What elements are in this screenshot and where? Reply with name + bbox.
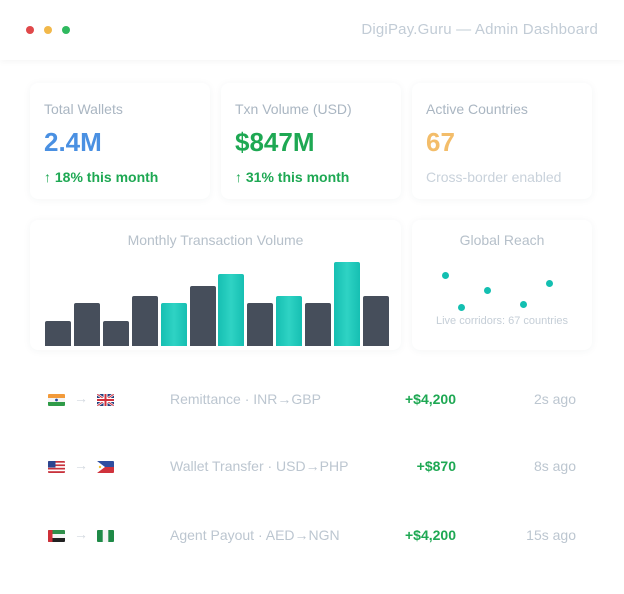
flag-india-icon [48, 394, 65, 406]
stat-trend: ↑ 31% this month [235, 169, 350, 185]
corridor-dot[interactable] [520, 301, 527, 308]
transaction-amount: +$870 [416, 458, 456, 474]
stat-label: Txn Volume (USD) [235, 101, 352, 117]
stat-subtext: Cross-border enabled [426, 169, 562, 185]
arrow-right-icon: → [74, 457, 88, 473]
volume-bar[interactable] [305, 303, 331, 346]
volume-bar[interactable] [161, 303, 187, 346]
volume-bar[interactable] [74, 303, 100, 346]
stat-value: $847M [235, 127, 315, 157]
stat-card-total-wallets[interactable]: Total Wallets 2.4M ↑ 18% this month [30, 83, 210, 199]
stat-value: 67 [426, 127, 455, 157]
window-title: DigiPay.Guru — Admin Dashboard [361, 21, 598, 38]
transaction-row[interactable]: → Wallet Transfer · USD→PHP +$870 8s ago [0, 449, 624, 489]
transaction-row[interactable]: → Remittance · INR→GBP +$4,200 2s ago [0, 382, 624, 422]
volume-bar[interactable] [190, 286, 216, 346]
transaction-row[interactable]: → Agent Payout · AED→NGN +$4,200 15s ago [0, 518, 624, 558]
flag-uk-icon [97, 394, 114, 406]
stat-label: Active Countries [426, 101, 528, 117]
transaction-time: 2s ago [533, 391, 576, 407]
window-titlebar: DigiPay.Guru — Admin Dashboard [0, 0, 624, 60]
stat-label: Total Wallets [44, 101, 123, 117]
flag-usa-icon [48, 461, 65, 473]
volume-bar[interactable] [247, 303, 273, 346]
arrow-right-icon: → [74, 526, 88, 542]
corridor-dot[interactable] [458, 304, 465, 311]
corridor-dot[interactable] [546, 280, 553, 287]
volume-bar[interactable] [103, 321, 129, 346]
volume-bar-chart [44, 262, 390, 346]
flag-nigeria-icon [97, 530, 114, 542]
stat-value: 2.4M [44, 127, 102, 157]
reach-map [412, 250, 592, 320]
transaction-description: Remittance · INR→GBP [170, 391, 321, 407]
volume-bar[interactable] [276, 296, 302, 346]
global-reach-panel: Global Reach Live corridors: 67 countrie… [412, 220, 592, 350]
transaction-amount: +$4,200 [405, 527, 456, 543]
transaction-description: Wallet Transfer · USD→PHP [170, 458, 349, 474]
transaction-description: Agent Payout · AED→NGN [170, 527, 340, 543]
volume-bar[interactable] [45, 321, 71, 346]
volume-bar[interactable] [218, 274, 244, 346]
panel-title: Monthly Transaction Volume [127, 232, 304, 248]
transaction-time: 15s ago [526, 527, 576, 543]
stat-card-txn-volume[interactable]: Txn Volume (USD) $847M ↑ 31% this month [221, 83, 401, 199]
volume-bar[interactable] [334, 262, 360, 346]
monthly-volume-panel: Monthly Transaction Volume [30, 220, 401, 350]
panel-title: Global Reach [459, 232, 545, 248]
corridor-dot[interactable] [442, 272, 449, 279]
corridor-dot[interactable] [484, 287, 491, 294]
stat-card-active-countries[interactable]: Active Countries 67 Cross-border enabled [412, 83, 592, 199]
volume-bar[interactable] [132, 296, 158, 346]
maximize-window-button[interactable] [62, 26, 70, 34]
flag-uae-icon [48, 530, 65, 542]
transaction-time: 8s ago [533, 458, 576, 474]
transaction-amount: +$4,200 [405, 391, 456, 407]
reach-note: Live corridors: 67 countries [435, 315, 569, 327]
volume-bar[interactable] [363, 296, 389, 346]
arrow-right-icon: → [74, 390, 88, 406]
flag-philippines-icon [97, 461, 114, 473]
stat-trend: ↑ 18% this month [44, 169, 159, 185]
close-window-button[interactable] [26, 26, 34, 34]
minimize-window-button[interactable] [44, 26, 52, 34]
